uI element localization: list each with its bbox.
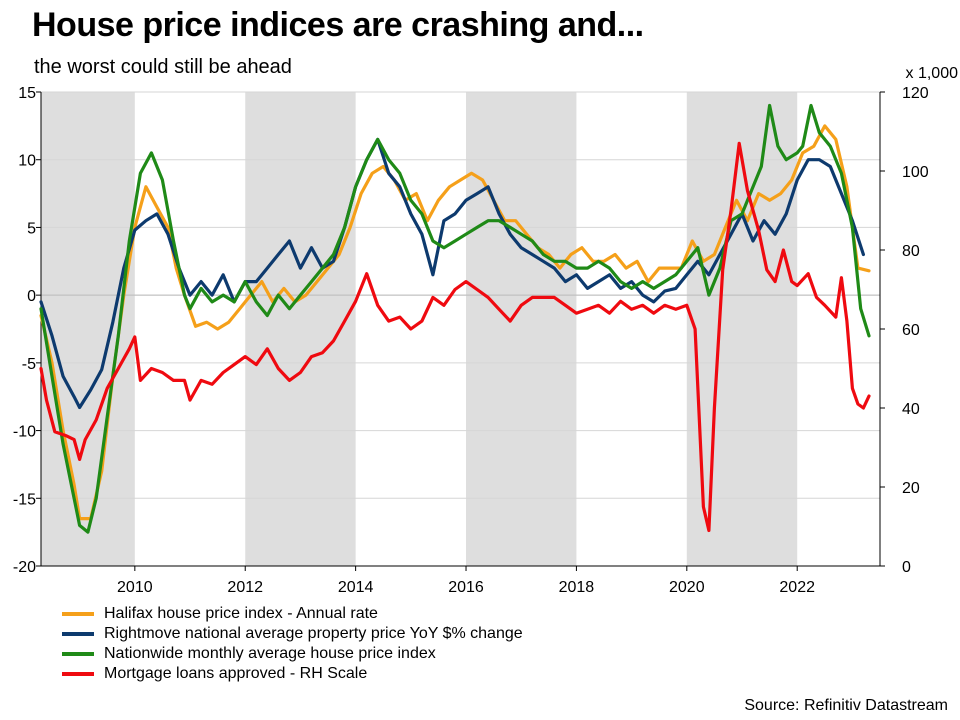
legend-label-nationwide: Nationwide monthly average house price i… xyxy=(104,645,436,662)
legend-swatch-halifax xyxy=(62,612,94,616)
legend-item-nationwide: Nationwide monthly average house price i… xyxy=(62,644,523,664)
chart-subtitle: the worst could still be ahead xyxy=(34,56,292,78)
series-line-2 xyxy=(39,103,871,534)
y-right-tick-label-3: 60 xyxy=(902,322,920,339)
legend-swatch-mortgage xyxy=(62,672,94,676)
y-right-tick-label-6: 0 xyxy=(902,559,911,576)
x-tick-label-6: 2022 xyxy=(779,579,815,596)
x-tick-label-2: 2014 xyxy=(338,579,374,596)
x-tick-label-0: 2010 xyxy=(117,579,153,596)
y-left-tick-label-0: 15 xyxy=(18,85,36,102)
y-left-tick-label-5: -10 xyxy=(13,424,36,441)
legend-item-rightmove: Rightmove national average property pric… xyxy=(62,624,523,644)
legend-item-halifax: Halifax house price index - Annual rate xyxy=(62,604,523,624)
x-tick-label-1: 2012 xyxy=(227,579,263,596)
shaded-band-3 xyxy=(686,92,798,566)
shaded-band-2 xyxy=(466,92,577,566)
source-note: Source: Refinitiv Datastream xyxy=(744,697,948,714)
y-right-tick-label-5: 20 xyxy=(902,480,920,497)
y-right-tick-label-4: 40 xyxy=(902,401,920,418)
house-price-chart: 15 10 5 0 -5 -10 -15 -20 120 100 80 60 40 20 0 x 1,000 2… xyxy=(13,65,959,596)
y-right-unit-label: x 1,000 xyxy=(906,65,959,82)
legend: Halifax house price index - Annual rate … xyxy=(62,604,523,684)
legend-swatch-rightmove xyxy=(62,632,94,636)
shaded-band-1 xyxy=(245,92,356,566)
legend-item-mortgage: Mortgage loans approved - RH Scale xyxy=(62,664,523,684)
series-line-3 xyxy=(39,141,871,533)
y-left-tick-label-3: 0 xyxy=(27,288,36,305)
y-left-tick-label-4: -5 xyxy=(22,356,36,373)
legend-label-mortgage: Mortgage loans approved - RH Scale xyxy=(104,665,368,682)
x-tick-label-3: 2016 xyxy=(448,579,484,596)
y-left-tick-label-1: 10 xyxy=(18,153,36,170)
x-tick-label-5: 2020 xyxy=(669,579,705,596)
legend-swatch-nationwide xyxy=(62,652,94,656)
y-right-tick-label-2: 80 xyxy=(902,243,920,260)
y-left-tick-label-2: 5 xyxy=(27,220,36,237)
y-left-tick-label-6: -15 xyxy=(13,491,36,508)
y-right-tick-label-0: 120 xyxy=(902,85,929,102)
y-right-tick-label-1: 100 xyxy=(902,164,929,181)
y-left-tick-label-7: -20 xyxy=(13,559,36,576)
legend-label-rightmove: Rightmove national average property pric… xyxy=(104,625,523,642)
legend-label-halifax: Halifax house price index - Annual rate xyxy=(104,605,378,622)
chart-title: House price indices are crashing and... xyxy=(32,6,644,44)
x-tick-label-4: 2018 xyxy=(559,579,595,596)
